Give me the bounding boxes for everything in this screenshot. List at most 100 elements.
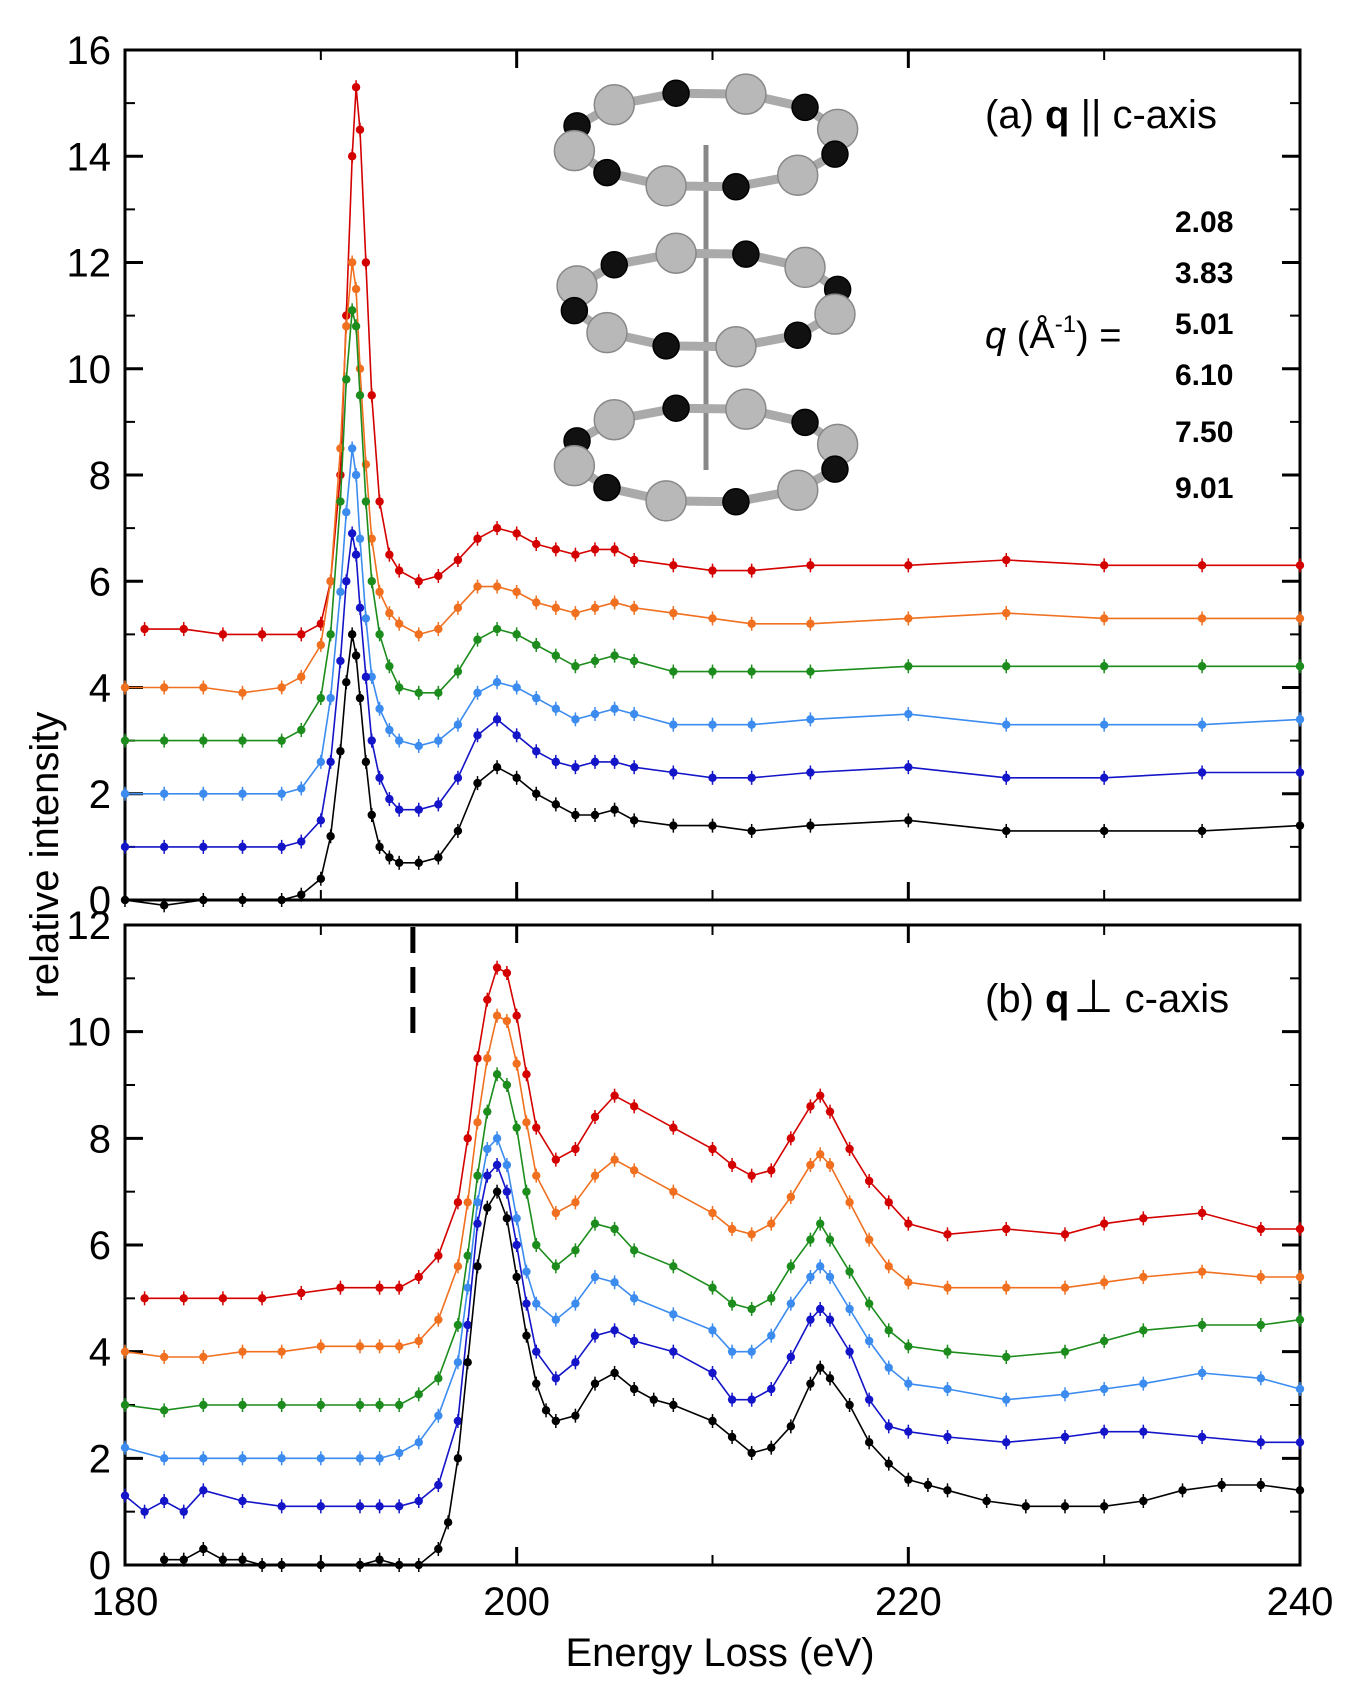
inset-layer: [553, 388, 859, 522]
inset-atom-light: [586, 311, 628, 354]
data-point: [708, 614, 717, 623]
data-point: [347, 258, 357, 267]
data-point: [238, 688, 247, 698]
data-point: [816, 1363, 825, 1372]
data-point: [367, 810, 376, 820]
data-point: [923, 1480, 933, 1490]
data-point: [1002, 1224, 1011, 1234]
data-point: [590, 1331, 600, 1340]
data-point: [806, 1272, 815, 1282]
data-point: [277, 1400, 286, 1410]
data-point: [512, 1123, 521, 1132]
data-point: [786, 1299, 796, 1308]
data-point: [347, 152, 357, 161]
series-line: [124, 1014, 1300, 1358]
inset-atom-light: [553, 444, 596, 487]
data-point: [708, 821, 717, 830]
data-point: [434, 1480, 443, 1490]
data-point: [786, 1262, 796, 1271]
data-point: [522, 1267, 531, 1276]
data-point: [786, 1192, 796, 1202]
data-point: [394, 858, 404, 868]
data-point: [551, 1416, 561, 1426]
legend-value-7.50: 7.50: [1175, 416, 1233, 449]
data-point: [629, 1166, 639, 1175]
data-point: [522, 1070, 531, 1079]
data-point: [179, 1294, 188, 1303]
data-point: [590, 545, 600, 554]
data-point: [159, 1454, 169, 1463]
data-point: [316, 693, 326, 703]
data-point: [473, 1262, 482, 1271]
data-point: [1295, 821, 1305, 830]
data-point: [385, 550, 394, 559]
data-point: [414, 1272, 423, 1282]
data-point: [904, 1475, 913, 1484]
data-point: [767, 1443, 776, 1452]
data-point: [551, 800, 561, 809]
data-point: [1139, 1214, 1148, 1223]
data-point: [747, 1347, 756, 1356]
data-point: [199, 895, 208, 905]
data-point: [747, 619, 756, 628]
data-point: [904, 614, 913, 623]
data-point: [532, 1171, 541, 1180]
data-point: [669, 768, 678, 777]
data-point: [199, 1454, 208, 1463]
inset-atom-dark: [791, 93, 819, 122]
series-q-5.01: [120, 1067, 1305, 1418]
data-point: [502, 1187, 512, 1196]
data-point: [1197, 614, 1207, 623]
data-point: [1197, 1432, 1207, 1442]
data-point: [473, 778, 482, 788]
data-point: [1256, 1480, 1266, 1490]
data-point: [522, 1187, 531, 1196]
data-point: [1197, 720, 1207, 729]
data-point: [199, 1400, 208, 1410]
data-point: [884, 1422, 893, 1431]
data-point: [1256, 1438, 1266, 1447]
data-point: [159, 901, 169, 910]
data-point: [512, 1272, 521, 1282]
y-tick-label: 4: [89, 667, 111, 711]
data-point: [649, 1395, 658, 1404]
data-point: [342, 375, 351, 384]
y-tick-label: 12: [67, 904, 112, 948]
data-point: [414, 688, 423, 698]
data-point: [1295, 1384, 1305, 1394]
data-point: [806, 561, 815, 570]
data-point: [443, 1518, 453, 1527]
data-point: [316, 874, 326, 883]
data-point: [473, 1054, 482, 1063]
data-point: [297, 784, 306, 793]
data-point: [257, 1294, 267, 1303]
data-point: [453, 773, 463, 783]
data-point: [473, 1198, 482, 1207]
data-point: [845, 1304, 854, 1314]
data-point: [375, 704, 384, 713]
panel-a-label: (a) q || c-axis: [985, 93, 1217, 137]
data-point: [394, 1342, 404, 1351]
data-point: [199, 1486, 208, 1495]
data-point: [120, 1400, 130, 1410]
data-point: [551, 1315, 561, 1324]
data-point: [414, 1560, 423, 1570]
data-point: [845, 1198, 854, 1207]
data-point: [884, 1198, 893, 1207]
data-point: [708, 1326, 717, 1335]
data-point: [551, 1208, 561, 1218]
data-point: [669, 1123, 678, 1132]
data-point: [218, 1294, 228, 1303]
data-point: [747, 667, 756, 676]
data-point: [502, 1016, 512, 1026]
data-point: [367, 736, 376, 745]
data-point: [1295, 1486, 1305, 1495]
data-point: [532, 1123, 541, 1132]
data-point: [473, 635, 482, 644]
data-point: [786, 1422, 796, 1431]
data-point: [786, 1352, 796, 1362]
data-point: [512, 630, 521, 639]
data-point: [816, 1091, 825, 1100]
data-point: [342, 577, 351, 586]
